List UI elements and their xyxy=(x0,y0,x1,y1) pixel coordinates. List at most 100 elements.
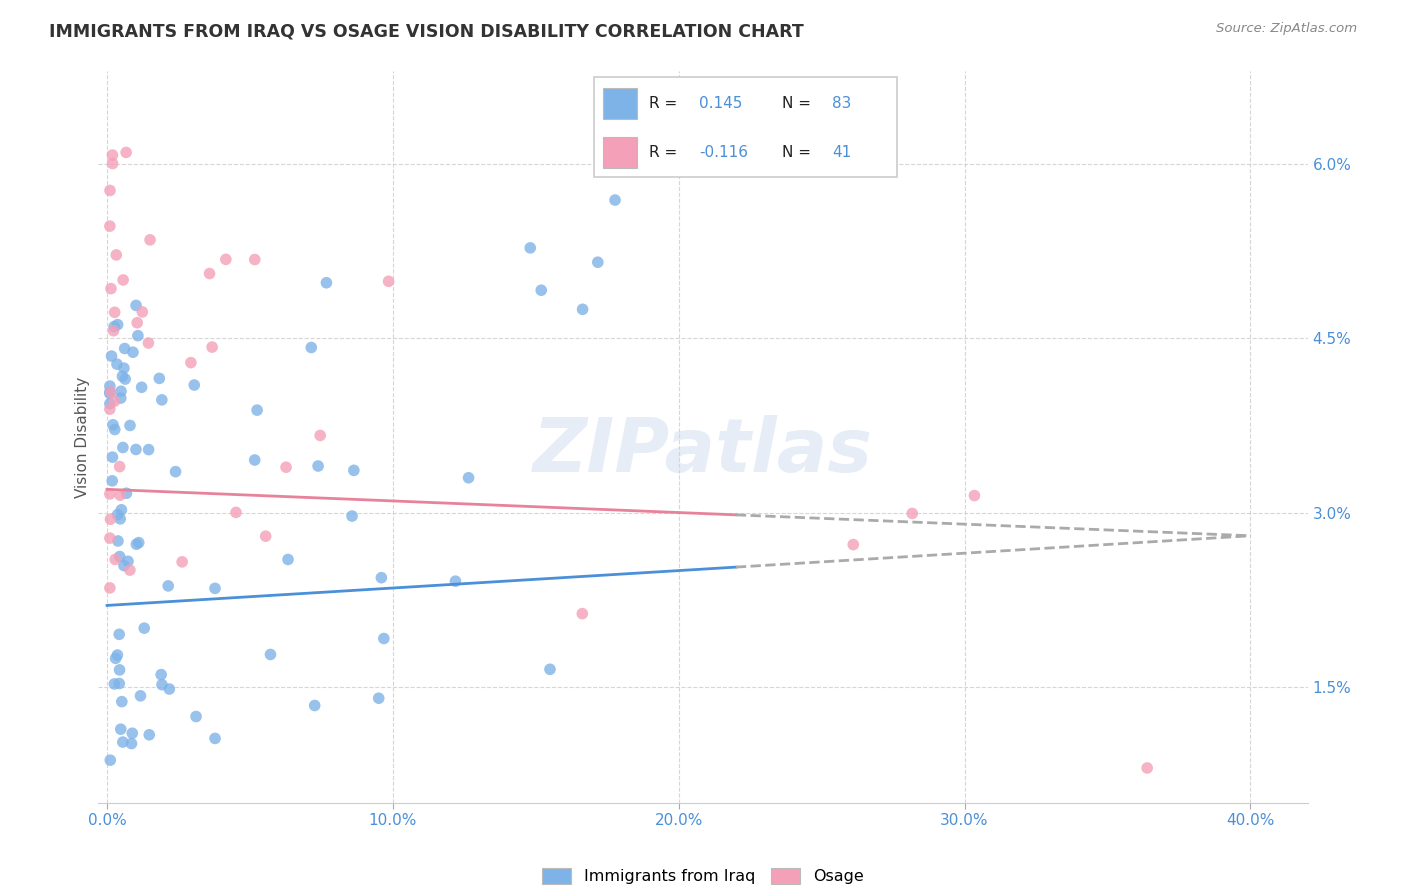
Point xyxy=(101,450,124,464)
Point xyxy=(118,418,141,433)
Point xyxy=(274,460,297,475)
Point xyxy=(138,442,160,457)
Point xyxy=(110,503,132,517)
Point xyxy=(108,512,131,526)
Point xyxy=(204,582,226,596)
Text: R =: R = xyxy=(650,145,682,161)
Point xyxy=(110,391,132,405)
Point xyxy=(246,403,269,417)
Point xyxy=(125,442,148,457)
Point xyxy=(259,648,281,662)
Text: N =: N = xyxy=(782,145,815,161)
Point xyxy=(108,663,131,677)
Point xyxy=(112,361,135,376)
Point xyxy=(110,722,132,736)
Point xyxy=(309,428,332,442)
Point xyxy=(571,302,593,317)
Point xyxy=(367,691,389,706)
Point xyxy=(100,349,122,363)
Text: 41: 41 xyxy=(832,145,851,161)
Point xyxy=(100,282,122,296)
Point xyxy=(519,241,541,255)
Point xyxy=(105,248,128,262)
Point xyxy=(101,156,124,170)
Point xyxy=(115,486,138,500)
Text: N =: N = xyxy=(782,96,815,111)
Point xyxy=(98,487,121,501)
Point xyxy=(538,662,561,676)
Point xyxy=(307,458,329,473)
Point xyxy=(111,695,134,709)
Point xyxy=(98,184,121,198)
Point xyxy=(105,357,128,371)
Point xyxy=(603,193,626,207)
Point xyxy=(444,574,467,589)
Point xyxy=(107,648,129,662)
Point xyxy=(112,273,135,287)
Point xyxy=(101,417,124,432)
Point xyxy=(122,345,145,359)
Point xyxy=(901,507,924,521)
Point xyxy=(201,340,224,354)
Point xyxy=(103,324,125,338)
Point xyxy=(118,563,141,577)
Point xyxy=(103,394,125,409)
Point xyxy=(98,402,121,417)
Point xyxy=(111,369,134,384)
Point xyxy=(108,488,131,502)
Point xyxy=(198,267,221,281)
Point xyxy=(138,728,160,742)
Point xyxy=(138,336,160,351)
Point xyxy=(117,554,139,568)
Point xyxy=(114,372,136,386)
Point xyxy=(107,533,129,548)
Point xyxy=(98,386,121,401)
Point xyxy=(243,453,266,467)
Point xyxy=(150,678,173,692)
Point xyxy=(114,342,136,356)
Point xyxy=(125,298,148,312)
Point xyxy=(125,537,148,551)
Point xyxy=(121,726,143,740)
Point xyxy=(150,392,173,407)
Text: IMMIGRANTS FROM IRAQ VS OSAGE VISION DISABILITY CORRELATION CHART: IMMIGRANTS FROM IRAQ VS OSAGE VISION DIS… xyxy=(49,22,804,40)
Text: 0.145: 0.145 xyxy=(699,96,742,111)
Point xyxy=(340,509,363,524)
Point xyxy=(586,255,609,269)
Point xyxy=(457,471,479,485)
Point xyxy=(131,305,153,319)
Point xyxy=(110,384,132,399)
Point xyxy=(150,667,173,681)
Point xyxy=(299,341,322,355)
Point xyxy=(215,252,238,267)
Point xyxy=(104,651,127,665)
Text: 83: 83 xyxy=(832,96,851,111)
Point xyxy=(103,677,125,691)
Point xyxy=(111,441,134,455)
Point xyxy=(180,356,202,370)
Point xyxy=(98,397,121,411)
Point xyxy=(101,474,124,488)
Text: -0.116: -0.116 xyxy=(699,145,748,161)
Point xyxy=(243,252,266,267)
Point xyxy=(127,328,149,343)
Point xyxy=(104,552,127,566)
Bar xyxy=(603,137,637,168)
Point xyxy=(184,709,207,723)
Point xyxy=(377,274,399,288)
Point xyxy=(225,505,247,519)
Point xyxy=(128,535,150,549)
Point xyxy=(98,379,121,393)
Point xyxy=(121,737,143,751)
Point xyxy=(108,627,131,641)
Point xyxy=(1136,761,1159,775)
Text: ZIPatlas: ZIPatlas xyxy=(533,415,873,488)
Point xyxy=(277,552,299,566)
Point xyxy=(100,384,122,399)
Point xyxy=(98,219,121,233)
Point xyxy=(111,735,134,749)
Point xyxy=(101,148,124,162)
Text: R =: R = xyxy=(650,96,682,111)
Point xyxy=(108,549,131,564)
Point xyxy=(183,378,205,392)
